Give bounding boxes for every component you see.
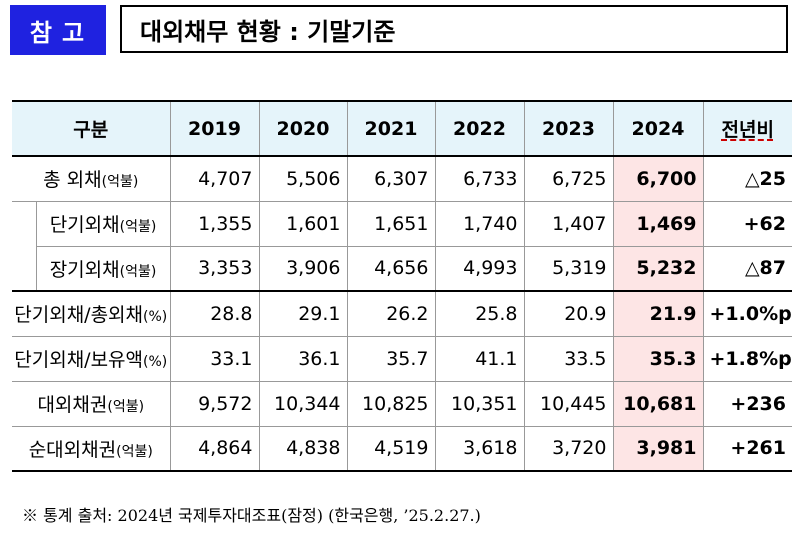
row-label: 장기외채(억불) (35, 246, 170, 292)
row-label: 단기외채(억불) (35, 201, 170, 247)
table-row: 대외채권(억불) 9,572 10,344 10,825 10,351 10,4… (12, 381, 792, 427)
table-cell-yoy: +261 (702, 426, 792, 472)
table-cell: 1,651 (346, 201, 435, 247)
table-cell: 3,906 (258, 246, 347, 292)
table-cell-2024: 5,232 (612, 246, 703, 292)
header-2022: 2022 (434, 100, 524, 157)
table-row: 단기외채(억불) 1,355 1,601 1,651 1,740 1,407 1… (12, 201, 792, 247)
header-category: 구분 (12, 100, 170, 157)
row-label: 단기외채/보유액(%) (12, 336, 170, 382)
table-cell: 4,993 (434, 246, 524, 292)
table-cell-yoy: +1.8%p (702, 336, 792, 382)
table-cell: 10,445 (523, 381, 613, 427)
table-cell: 4,656 (346, 246, 435, 292)
table-cell-yoy: +236 (702, 381, 792, 427)
table-cell: 1,740 (434, 201, 524, 247)
table-cell: 4,864 (169, 426, 259, 472)
indent-cell (12, 246, 36, 292)
table-cell: 3,618 (434, 426, 524, 472)
table-cell-2024: 6,700 (612, 156, 703, 202)
table-cell: 4,519 (346, 426, 435, 472)
table-row: 총 외채(억불) 4,707 5,506 6,307 6,733 6,725 6… (12, 156, 792, 202)
table-cell: 1,601 (258, 201, 347, 247)
table-cell: 10,825 (346, 381, 435, 427)
table-cell-yoy: △87 (702, 246, 792, 292)
table-cell: 41.1 (434, 336, 524, 382)
table-row: 단기외채/총외채(%) 28.8 29.1 26.2 25.8 20.9 21.… (12, 290, 792, 337)
table-header-row: 구분 2019 2020 2021 2022 2023 2024 전년비 (12, 100, 792, 157)
row-label: 순대외채권(억불) (12, 426, 170, 472)
table-cell: 29.1 (258, 290, 347, 337)
header-2024: 2024 (612, 100, 703, 157)
header-2023: 2023 (523, 100, 613, 157)
table-row: 장기외채(억불) 3,353 3,906 4,656 4,993 5,319 5… (12, 246, 792, 292)
table-cell: 5,506 (258, 156, 347, 202)
table-cell-yoy: +62 (702, 201, 792, 247)
source-note: ※ 통계 출처: 2024년 국제투자대조표(잠정) (한국은행, ’25.2.… (22, 506, 481, 525)
table-cell: 6,307 (346, 156, 435, 202)
table-cell: 33.1 (169, 336, 259, 382)
table-cell: 3,353 (169, 246, 259, 292)
table-cell: 1,355 (169, 201, 259, 247)
header-yoy: 전년비 (702, 100, 792, 157)
table-cell-2024: 21.9 (612, 290, 703, 337)
reference-badge: 참고 (10, 5, 106, 55)
table-cell: 28.8 (169, 290, 259, 337)
row-label: 총 외채(억불) (12, 156, 170, 202)
table-cell: 4,707 (169, 156, 259, 202)
external-debt-table: 구분 2019 2020 2021 2022 2023 2024 전년비 총 외… (12, 100, 792, 472)
table-cell: 33.5 (523, 336, 613, 382)
table-cell-2024: 1,469 (612, 201, 703, 247)
table-cell: 26.2 (346, 290, 435, 337)
table-cell: 9,572 (169, 381, 259, 427)
table-cell: 10,351 (434, 381, 524, 427)
table-cell-2024: 3,981 (612, 426, 703, 472)
header-2020: 2020 (258, 100, 347, 157)
table-row: 순대외채권(억불) 4,864 4,838 4,519 3,618 3,720 … (12, 426, 792, 472)
table-cell: 10,344 (258, 381, 347, 427)
table-cell: 3,720 (523, 426, 613, 472)
table-cell: 36.1 (258, 336, 347, 382)
table-cell: 6,725 (523, 156, 613, 202)
table-cell-yoy: +1.0%p (702, 290, 792, 337)
table-row: 단기외채/보유액(%) 33.1 36.1 35.7 41.1 33.5 35.… (12, 336, 792, 382)
table-cell-2024: 35.3 (612, 336, 703, 382)
table-cell: 6,733 (434, 156, 524, 202)
page-title: 대외채무 현황 : 기말기준 (120, 5, 788, 53)
row-label: 단기외채/총외채(%) (12, 290, 170, 337)
page-header: 참고 대외채무 현황 : 기말기준 (10, 5, 790, 55)
table-cell: 1,407 (523, 201, 613, 247)
table-cell: 4,838 (258, 426, 347, 472)
table-cell: 35.7 (346, 336, 435, 382)
table-cell-yoy: △25 (702, 156, 792, 202)
table-cell: 5,319 (523, 246, 613, 292)
row-label: 대외채권(억불) (12, 381, 170, 427)
header-2021: 2021 (346, 100, 435, 157)
table-cell: 25.8 (434, 290, 524, 337)
header-2019: 2019 (169, 100, 259, 157)
table-cell-2024: 10,681 (612, 381, 703, 427)
table-cell: 20.9 (523, 290, 613, 337)
indent-cell (12, 201, 36, 246)
